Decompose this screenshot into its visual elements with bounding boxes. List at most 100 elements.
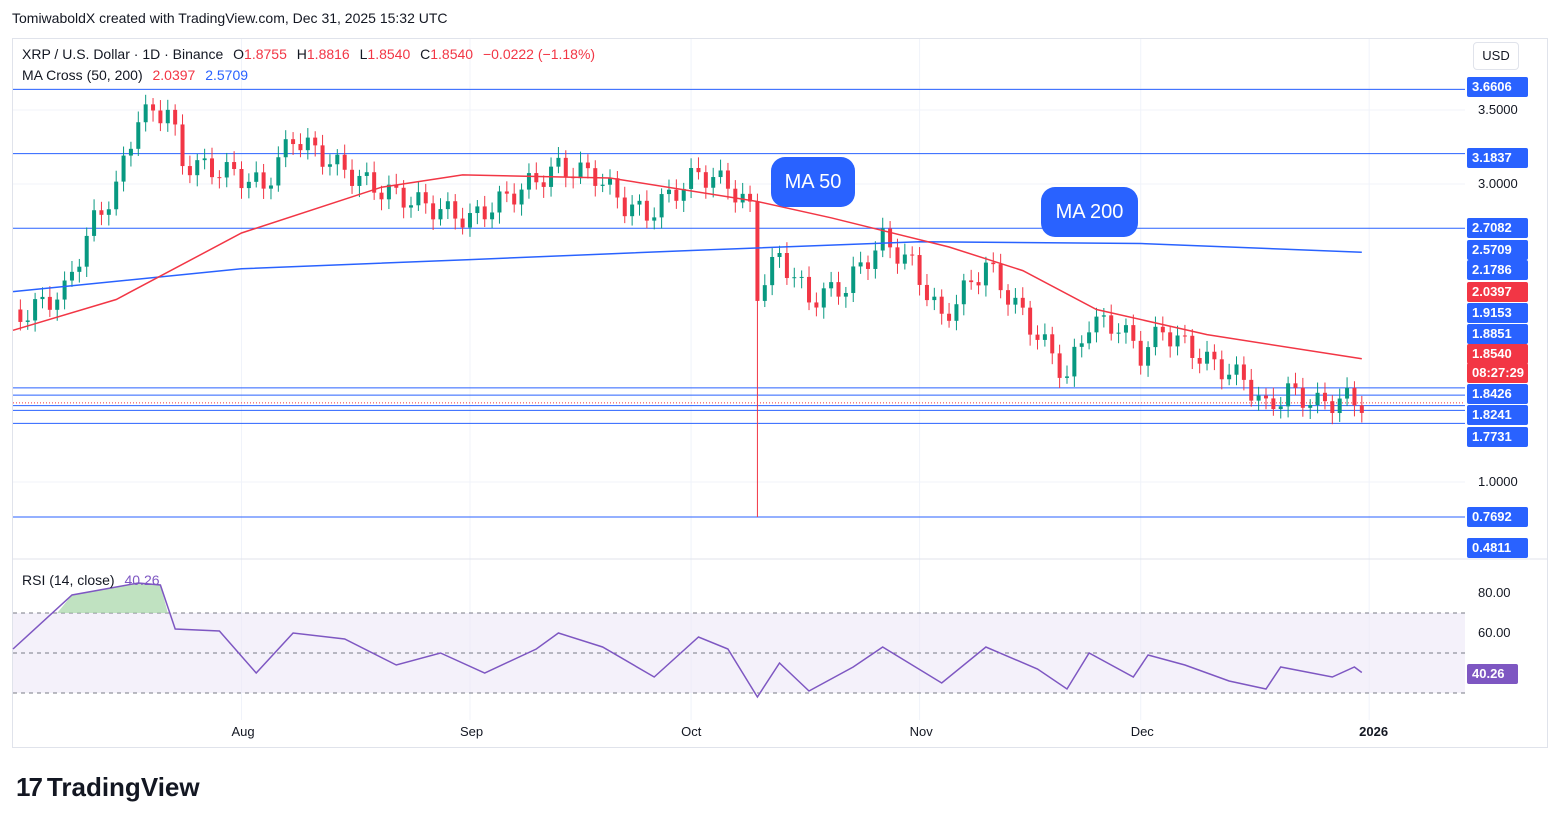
candle-body (445, 201, 450, 210)
price-badge-line: 1.7731 (1467, 427, 1528, 447)
candle-body (342, 154, 347, 170)
candle-body (55, 299, 60, 310)
candle-body (1042, 334, 1047, 340)
close-value: 1.8540 (430, 46, 474, 62)
candle-body (1322, 392, 1327, 402)
candle-body (431, 203, 436, 220)
price-badge-line: 3.1837 (1467, 148, 1528, 168)
y-axis-tick: 3.0000 (1478, 176, 1518, 191)
candle-body (475, 206, 480, 214)
candle-body (1123, 325, 1128, 333)
candle-body (92, 210, 97, 236)
candle-body (954, 304, 959, 321)
price-badge-line: 1.8426 (1467, 384, 1528, 404)
candle-body (858, 262, 863, 267)
x-axis-tick: 2026 (1359, 724, 1389, 739)
candle-body (254, 172, 259, 182)
candle-body (1109, 315, 1114, 334)
candle-body (1359, 405, 1364, 413)
chart-caption: TomiwaboldX created with TradingView.com… (12, 10, 448, 26)
low-value: 1.8540 (367, 46, 411, 62)
candle-body (1131, 325, 1136, 341)
candle-body (873, 250, 878, 269)
candle-body (416, 192, 421, 206)
candle-body (165, 109, 170, 124)
candle-body (696, 168, 701, 173)
price-badge-line: 2.1786 (1467, 260, 1528, 280)
candle-body (1072, 346, 1077, 377)
candle-body (512, 193, 517, 205)
candle-body (25, 320, 30, 322)
candle-body (733, 188, 738, 203)
candle-body (814, 302, 819, 308)
candle-body (939, 296, 944, 314)
candle-body (497, 191, 502, 213)
candle-body (725, 170, 730, 189)
candle-body (534, 173, 539, 183)
ma-legend[interactable]: MA Cross (50, 200) 2.0397 2.5709 (22, 67, 254, 83)
candle-body (1352, 387, 1357, 406)
candle-body (792, 277, 797, 279)
rsi-value-badge: 40.26 (1467, 664, 1518, 684)
candle-body (1234, 364, 1239, 375)
candle-body (158, 110, 163, 124)
candle-body (902, 254, 907, 264)
currency-button[interactable]: USD (1473, 42, 1519, 70)
tradingview-brand[interactable]: 17 TradingView (16, 772, 200, 803)
y-axis-tick: 3.5000 (1478, 102, 1518, 117)
x-axis-tick: Oct (681, 724, 702, 739)
rsi-axis-tick: 80.00 (1478, 585, 1511, 600)
candle-body (291, 139, 296, 145)
candle-body (99, 210, 104, 215)
candle-body (372, 172, 377, 193)
candle-body (969, 280, 974, 283)
candle-body (674, 189, 679, 201)
rsi-label: RSI (14, close) (22, 572, 115, 588)
candle-body (917, 255, 922, 285)
candle-body (217, 177, 222, 179)
candle-body (1175, 335, 1180, 347)
ma50-callout: MA 50 (771, 157, 855, 207)
candle-body (526, 173, 531, 190)
candle-body (585, 162, 590, 169)
ma200-callout: MA 200 (1041, 187, 1138, 237)
candle-body (1293, 383, 1298, 388)
candle-body (666, 189, 671, 195)
candle-body (652, 217, 657, 221)
candle-body (1087, 332, 1092, 344)
candle-body (246, 181, 251, 189)
candle-body (578, 162, 583, 179)
candle-body (453, 201, 458, 219)
price-badge-line: 1.9153 (1467, 303, 1528, 323)
candle-body (239, 169, 244, 189)
candle-body (762, 285, 767, 301)
candle-body (261, 172, 266, 189)
candle-body (630, 204, 635, 217)
candle-body (1263, 395, 1268, 399)
candle-body (482, 206, 487, 220)
candle-body (151, 104, 156, 111)
candle-body (136, 122, 141, 149)
symbol-legend[interactable]: XRP / U.S. Dollar · 1D · Binance O1.8755… (22, 46, 601, 62)
candle-body (1315, 392, 1320, 406)
candle-body (1308, 405, 1313, 408)
candle-body (114, 181, 119, 210)
candle-body (195, 160, 200, 176)
high-value: 1.8816 (306, 46, 350, 62)
symbol-name: XRP / U.S. Dollar · 1D · Binance (22, 46, 224, 62)
ma-label: MA Cross (50, 200) (22, 67, 143, 83)
candle-body (128, 148, 133, 156)
candle-body (379, 192, 384, 200)
rsi-overbought-fill (57, 583, 168, 613)
y-axis-tick: 1.0000 (1478, 474, 1518, 489)
price-badge-line: 3.6606 (1467, 77, 1528, 97)
candle-body (40, 296, 45, 300)
candle-body (998, 264, 1003, 291)
candle-body (1160, 326, 1165, 333)
candle-body (880, 228, 885, 251)
candle-body (703, 172, 708, 188)
candle-body (600, 184, 605, 186)
ma200-line (12, 240, 1362, 293)
rsi-legend[interactable]: RSI (14, close) 40.26 (22, 572, 166, 588)
